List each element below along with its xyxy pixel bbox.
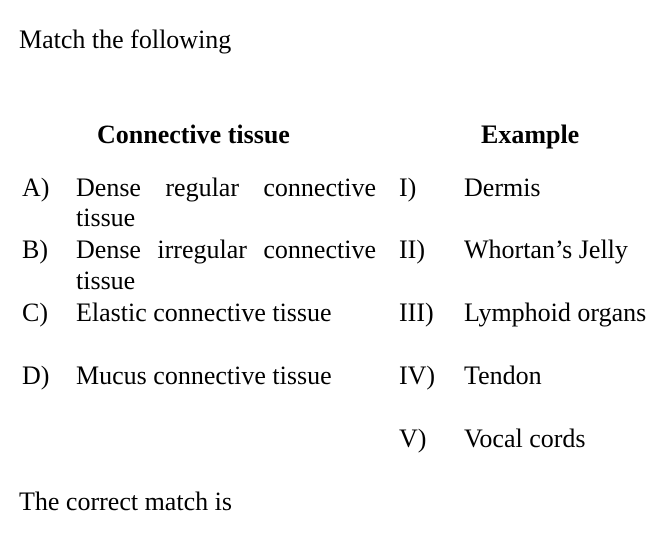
left-item-text: Mucus connective tissue [76, 361, 332, 390]
right-column-header: Example [481, 120, 580, 149]
left-item-text: Elastic connective tissue [76, 298, 332, 327]
left-item-text-continued: tissue [76, 266, 136, 295]
left-column-header: Connective tissue [97, 120, 290, 149]
left-item-text: Dense regular connective [76, 172, 376, 203]
right-item-text: Dermis [464, 173, 541, 202]
right-item-text: Whortan’s Jelly [464, 235, 628, 264]
left-item-label: C) [22, 298, 48, 327]
left-item-word: Dense [76, 235, 141, 264]
right-item-label: I) [399, 173, 417, 202]
left-item-label: A) [22, 173, 50, 202]
left-item-word: irregular [157, 235, 247, 264]
right-item-text: Tendon [464, 361, 542, 390]
right-item-label: IV) [399, 361, 436, 390]
right-item-text: Vocal cords [464, 424, 586, 453]
left-item-text: Dense irregular connective [76, 234, 376, 265]
left-item-label: B) [22, 235, 48, 264]
left-item-word: connective [263, 173, 376, 202]
right-item-text: Lymphoid organs [464, 298, 647, 327]
right-item-label: III) [399, 298, 434, 327]
right-item-label: II) [399, 235, 425, 264]
left-item-text-continued: tissue [76, 203, 136, 232]
right-item-label: V) [399, 424, 427, 453]
question-footer: The correct match is [19, 487, 232, 516]
left-item-word: connective [263, 235, 376, 264]
left-item-label: D) [22, 361, 50, 390]
left-item-word: Dense [76, 173, 141, 202]
left-item-word: regular [165, 173, 239, 202]
question-prompt: Match the following [19, 25, 232, 54]
